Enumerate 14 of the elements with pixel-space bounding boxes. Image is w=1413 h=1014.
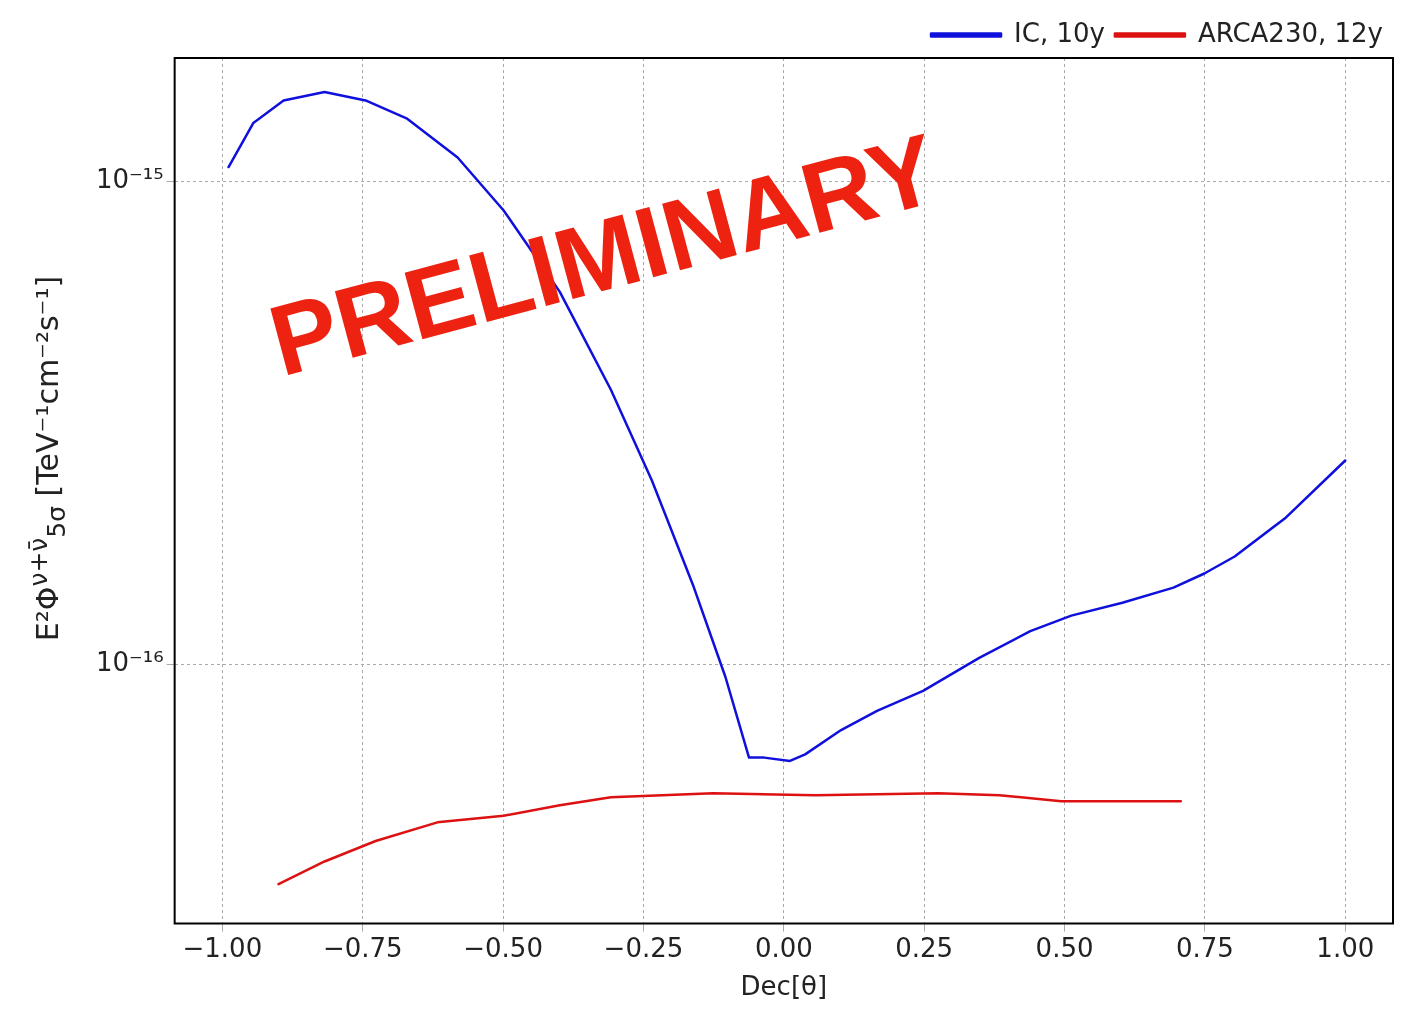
x-tick-label: 0.25 [895,932,954,963]
x-tick-label: −0.75 [322,932,403,963]
x-tick-label: 0.50 [1035,932,1094,963]
legend-label: ARCA230, 12y [1197,17,1383,48]
x-tick-label: 0.75 [1175,932,1234,963]
x-axis-title: Dec[θ] [740,971,828,1002]
y-tick-label: 10⁻¹⁶ [96,646,164,677]
x-tick-label: −0.25 [603,932,684,963]
x-tick-label: 1.00 [1316,932,1375,963]
x-tick-label: −1.00 [182,932,263,963]
x-tick-label: −0.50 [463,932,543,963]
legend-label: IC, 10y [1014,17,1105,48]
y-tick-label: 10⁻¹⁵ [96,164,164,194]
x-tick-label: 0.00 [754,932,813,963]
